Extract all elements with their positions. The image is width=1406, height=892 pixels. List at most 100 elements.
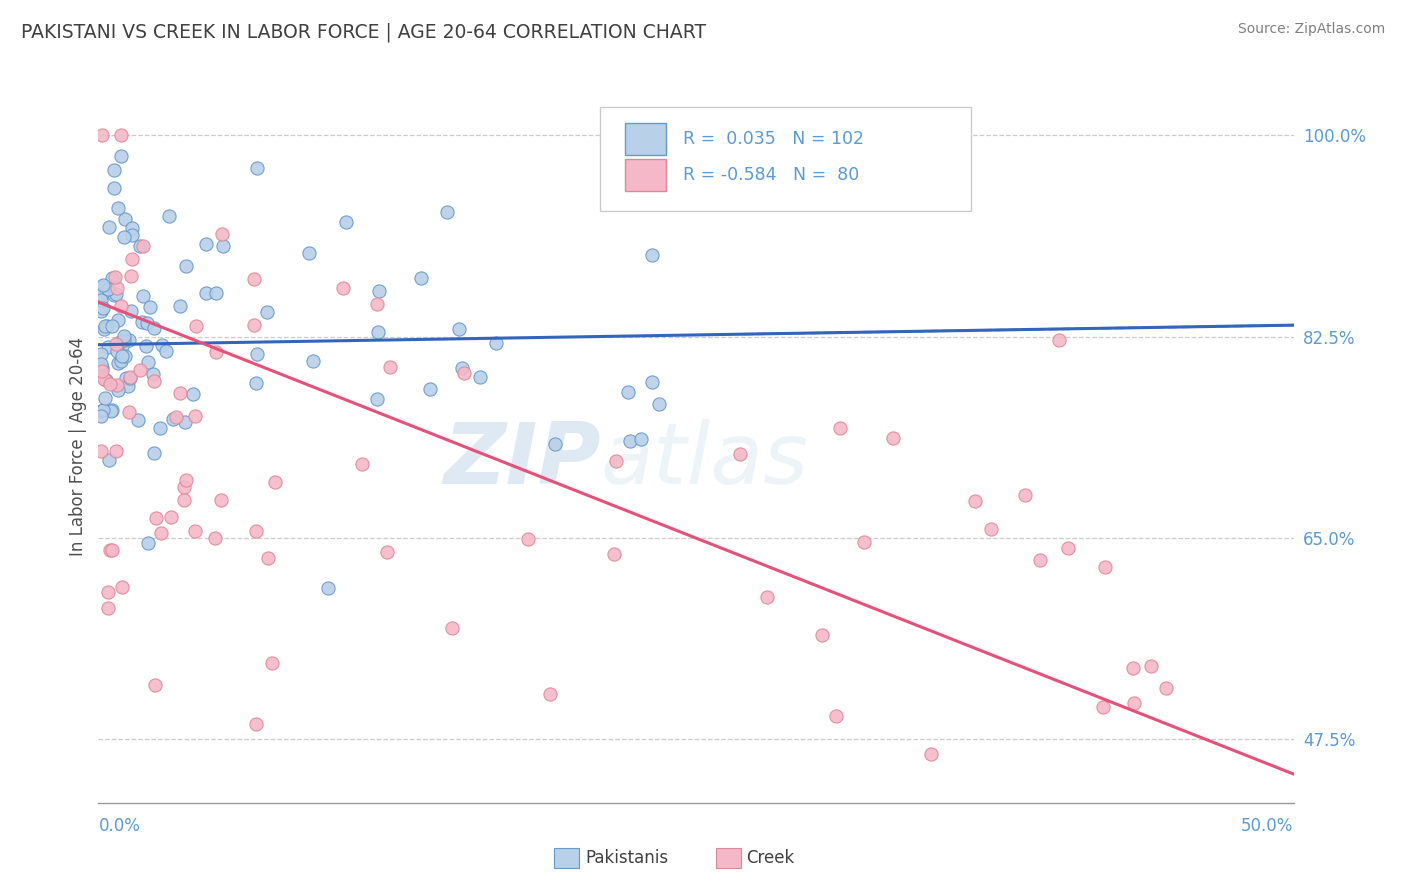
Point bbox=[453, 367, 475, 381]
Point bbox=[90, 304, 112, 318]
Point bbox=[174, 473, 197, 487]
Text: R = -0.584   N =  80: R = -0.584 N = 80 bbox=[683, 166, 859, 184]
Point bbox=[98, 543, 121, 558]
Point bbox=[108, 335, 131, 350]
Point bbox=[91, 287, 114, 301]
Point bbox=[120, 268, 142, 283]
Point bbox=[97, 340, 120, 354]
Point bbox=[169, 299, 191, 313]
Point bbox=[121, 252, 143, 267]
Point bbox=[852, 535, 875, 549]
Point bbox=[352, 458, 374, 472]
Point bbox=[93, 372, 115, 386]
Text: Source: ZipAtlas.com: Source: ZipAtlas.com bbox=[1237, 22, 1385, 37]
Point bbox=[145, 510, 167, 524]
Point bbox=[138, 301, 160, 315]
Point bbox=[811, 628, 834, 642]
Point bbox=[112, 329, 135, 343]
Point bbox=[97, 452, 120, 467]
Point bbox=[105, 337, 128, 351]
Point bbox=[97, 282, 120, 296]
FancyBboxPatch shape bbox=[716, 848, 741, 868]
Point bbox=[517, 532, 540, 546]
Point bbox=[129, 362, 152, 376]
Point bbox=[111, 349, 134, 363]
Point bbox=[103, 162, 125, 177]
Point bbox=[1029, 553, 1052, 567]
Point bbox=[205, 286, 228, 301]
Point bbox=[1057, 541, 1080, 555]
Point bbox=[641, 376, 664, 390]
Point bbox=[641, 247, 664, 261]
Point bbox=[755, 590, 778, 604]
Point bbox=[93, 319, 115, 334]
Point bbox=[730, 447, 752, 461]
Point bbox=[366, 392, 388, 406]
Point bbox=[91, 278, 114, 293]
Point bbox=[173, 480, 195, 494]
Point bbox=[540, 687, 562, 701]
Point bbox=[262, 656, 284, 670]
Point bbox=[132, 239, 155, 253]
Text: 0.0%: 0.0% bbox=[98, 816, 141, 835]
Point bbox=[205, 345, 228, 359]
Point bbox=[91, 128, 114, 143]
Point bbox=[1140, 659, 1163, 673]
Point bbox=[174, 260, 197, 274]
Point bbox=[97, 584, 120, 599]
Point bbox=[118, 404, 141, 418]
Point bbox=[103, 181, 125, 195]
Point bbox=[409, 271, 432, 285]
Point bbox=[97, 601, 120, 615]
Point bbox=[103, 288, 125, 302]
Point bbox=[882, 432, 904, 446]
Point bbox=[450, 361, 472, 376]
Text: R =  0.035   N = 102: R = 0.035 N = 102 bbox=[683, 130, 863, 148]
Point bbox=[93, 322, 115, 336]
Point bbox=[90, 293, 112, 307]
Point bbox=[143, 321, 166, 335]
FancyBboxPatch shape bbox=[626, 159, 666, 191]
Point bbox=[107, 356, 129, 370]
Point bbox=[100, 404, 122, 418]
Point bbox=[100, 270, 122, 285]
Point bbox=[101, 543, 124, 558]
Point bbox=[173, 415, 195, 429]
Point bbox=[544, 437, 567, 451]
Point bbox=[245, 524, 267, 539]
Point bbox=[825, 709, 848, 723]
Point bbox=[335, 214, 357, 228]
Point bbox=[111, 581, 134, 595]
Point bbox=[209, 492, 232, 507]
Point bbox=[1154, 681, 1177, 695]
Y-axis label: In Labor Force | Age 20-64: In Labor Force | Age 20-64 bbox=[69, 336, 87, 556]
Point bbox=[96, 319, 118, 334]
Point bbox=[98, 219, 121, 234]
Text: Pakistanis: Pakistanis bbox=[585, 849, 668, 867]
Point bbox=[91, 301, 114, 315]
Point bbox=[375, 545, 398, 559]
Point bbox=[436, 204, 458, 219]
Point bbox=[117, 379, 139, 393]
Point bbox=[470, 370, 492, 384]
Point bbox=[118, 370, 141, 384]
Point bbox=[155, 343, 177, 358]
Point bbox=[90, 280, 112, 294]
Text: Creek: Creek bbox=[747, 849, 794, 867]
Point bbox=[297, 245, 319, 260]
Point bbox=[211, 227, 233, 242]
Point bbox=[1122, 696, 1144, 710]
Point bbox=[243, 318, 266, 333]
Point bbox=[1047, 333, 1070, 347]
Point bbox=[107, 201, 129, 215]
Point bbox=[246, 161, 269, 175]
Point bbox=[160, 509, 183, 524]
Point bbox=[90, 409, 112, 423]
Point bbox=[440, 622, 463, 636]
Point bbox=[143, 446, 166, 460]
Point bbox=[121, 221, 143, 235]
Point bbox=[101, 319, 124, 334]
Point bbox=[90, 361, 112, 376]
Point bbox=[142, 367, 165, 381]
Point bbox=[136, 355, 159, 369]
